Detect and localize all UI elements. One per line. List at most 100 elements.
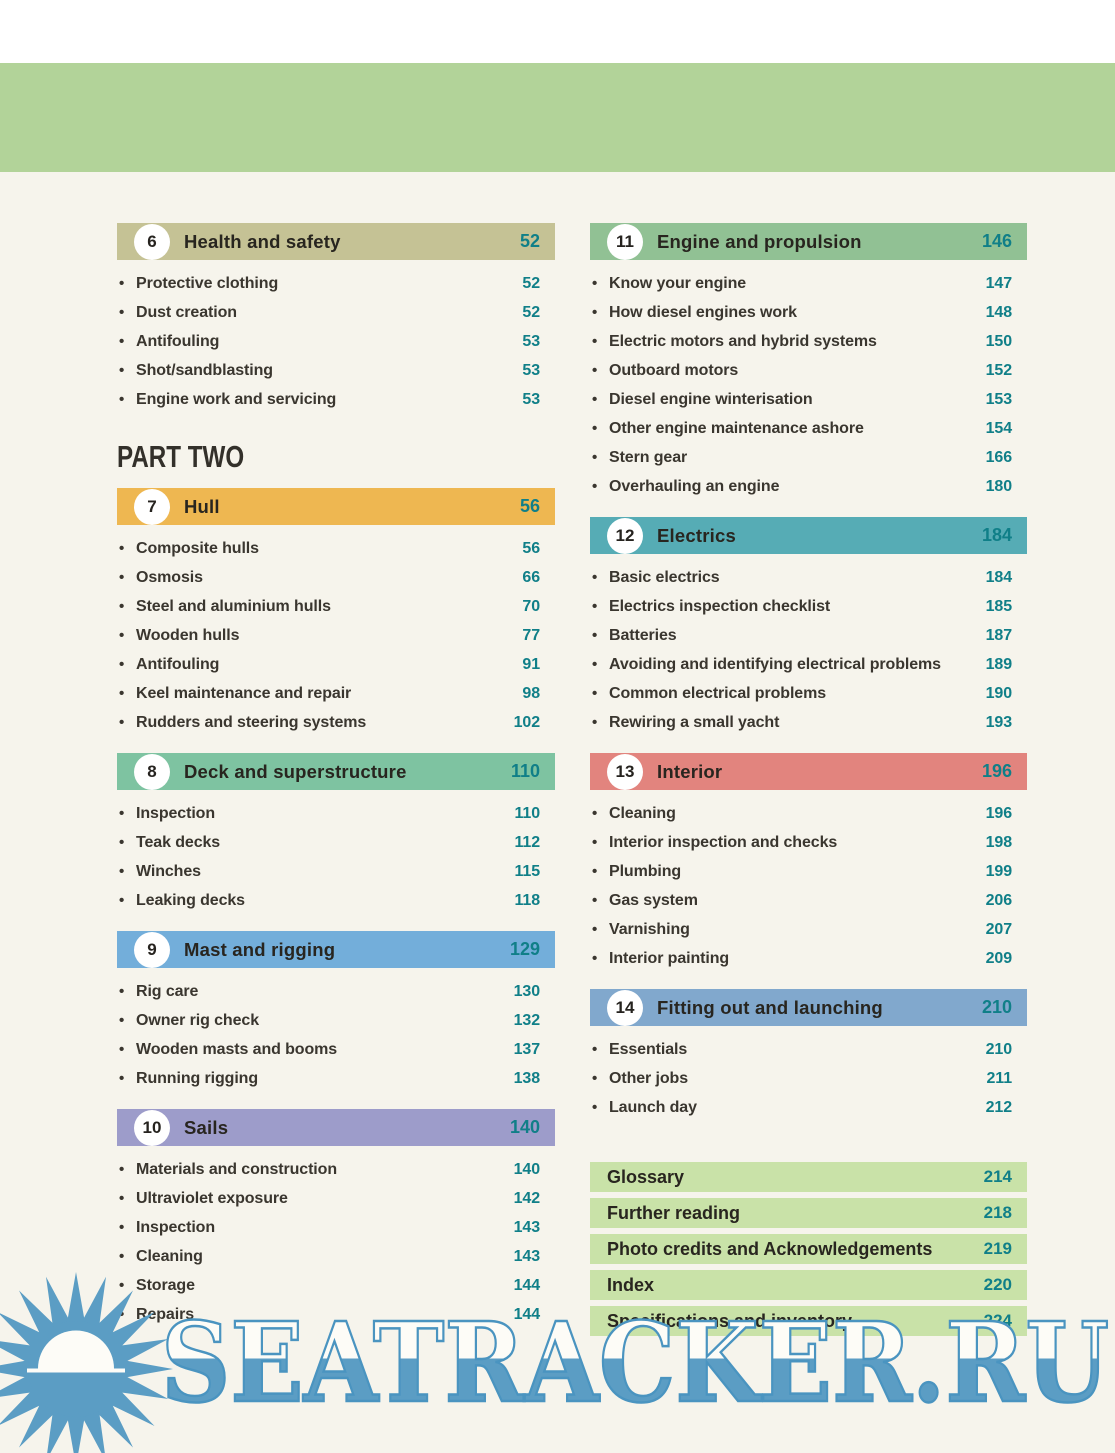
section-title: Electrics	[657, 524, 736, 546]
section-header: 9 Mast and rigging 129	[117, 931, 555, 968]
bullet-icon: •	[119, 805, 125, 822]
toc-column-right: 11 Engine and propulsion 146 • Know your…	[590, 223, 1027, 1336]
bullet-icon: •	[592, 627, 598, 644]
section-header: 6 Health and safety 52	[117, 223, 555, 260]
toc-item-label: Wooden masts and booms	[136, 1040, 338, 1058]
section-items: • Composite hulls 56 • Osmosis 66 • Stee…	[117, 534, 555, 737]
toc-item: • Keel maintenance and repair 98	[119, 679, 540, 708]
section-items: • Inspection 110 • Teak decks 112 • Winc…	[117, 799, 555, 915]
toc-item: • Varnishing 207	[592, 915, 1012, 944]
section-title: Engine and propulsion	[657, 230, 862, 252]
toc-item: • Engine work and servicing 53	[119, 385, 540, 414]
toc-item-label: Wooden hulls	[136, 626, 240, 644]
toc-item-page: 102	[513, 713, 541, 731]
toc-item-page: 184	[985, 568, 1013, 586]
bullet-icon: •	[592, 805, 598, 822]
toc-item: • Electrics inspection checklist 185	[592, 592, 1012, 621]
toc-item-label: Outboard motors	[609, 361, 739, 379]
top-green-band	[0, 63, 1115, 172]
toc-item-page: 140	[513, 1160, 541, 1178]
toc-item-label: Other jobs	[609, 1069, 689, 1087]
section-number-badge: 11	[607, 223, 643, 260]
sun-top-half	[38, 1330, 114, 1369]
toc-item-label: Launch day	[609, 1098, 697, 1116]
toc-item-page: 53	[522, 390, 540, 408]
bullet-icon: •	[119, 569, 125, 586]
section-number-badge: 8	[134, 753, 170, 790]
section-items: • Know your engine 147 • How diesel engi…	[590, 269, 1027, 501]
toc-item: • Osmosis 66	[119, 563, 540, 592]
bullet-icon: •	[119, 540, 125, 557]
toc-item-label: Gas system	[609, 891, 698, 909]
part-heading: PART TWO	[117, 439, 245, 474]
toc-item-page: 150	[985, 332, 1013, 350]
toc-item-page: 112	[514, 833, 540, 851]
toc-item-label: Batteries	[609, 626, 677, 644]
section-header: 10 Sails 140	[117, 1109, 555, 1146]
section-page-number: 129	[509, 939, 540, 959]
toc-item-page: 211	[986, 1069, 1012, 1087]
bullet-icon: •	[119, 304, 125, 321]
toc-item-page: 77	[522, 626, 540, 644]
toc-item-page: 147	[985, 274, 1013, 292]
toc-item: • Repairs 144	[119, 1300, 540, 1329]
toc-item: • Antifouling 53	[119, 327, 540, 356]
toc-item-page: 56	[522, 539, 540, 557]
section-page-number: 146	[981, 231, 1012, 251]
section-number-badge: 14	[607, 989, 643, 1026]
toc-section: 13 Interior 196 • Cleaning 196 • Interio…	[590, 753, 1027, 973]
toc-item: • Other jobs 211	[592, 1064, 1012, 1093]
toc-item: • Diesel engine winterisation 153	[592, 385, 1012, 414]
bullet-icon: •	[592, 685, 598, 702]
toc-item: • Steel and aluminium hulls 70	[119, 592, 540, 621]
toc-item-page: 142	[513, 1189, 541, 1207]
toc-item: • Overhauling an engine 180	[592, 472, 1012, 501]
toc-item-label: Electrics inspection checklist	[609, 597, 831, 615]
bullet-icon: •	[592, 569, 598, 586]
toc-item-page: 199	[985, 862, 1013, 880]
toc-item-label: Cleaning	[609, 804, 676, 822]
bullet-icon: •	[119, 598, 125, 615]
toc-item-label: Cleaning	[136, 1247, 203, 1265]
section-title: Hull	[184, 495, 220, 517]
end-matter-row: Specifications and inventory 224	[590, 1306, 1027, 1336]
bullet-icon: •	[119, 714, 125, 731]
toc-section: 14 Fitting out and launching 210 • Essen…	[590, 989, 1027, 1122]
toc-item-label: Winches	[136, 862, 201, 880]
section-page-number: 210	[981, 997, 1012, 1017]
toc-section: 11 Engine and propulsion 146 • Know your…	[590, 223, 1027, 501]
end-matter-page: 214	[983, 1167, 1012, 1186]
bullet-icon: •	[119, 275, 125, 292]
bullet-icon: •	[592, 304, 598, 321]
toc-item: • Running rigging 138	[119, 1064, 540, 1093]
bullet-icon: •	[592, 656, 598, 673]
toc-item-label: Overhauling an engine	[609, 477, 780, 495]
section-page-number: 184	[981, 525, 1012, 545]
toc-item: • Storage 144	[119, 1271, 540, 1300]
toc-item-page: 98	[522, 684, 540, 702]
toc-item-label: Rig care	[136, 982, 199, 1000]
bullet-icon: •	[592, 362, 598, 379]
toc-item: • Know your engine 147	[592, 269, 1012, 298]
toc-item-label: Avoiding and identifying electrical prob…	[609, 655, 941, 673]
toc-item-label: Ultraviolet exposure	[136, 1189, 288, 1207]
toc-item-page: 187	[985, 626, 1013, 644]
bullet-icon: •	[592, 863, 598, 880]
toc-section: 12 Electrics 184 • Basic electrics 184 •…	[590, 517, 1027, 737]
toc-item-label: Essentials	[609, 1040, 688, 1058]
toc-item: • Rudders and steering systems 102	[119, 708, 540, 737]
toc-item-page: 66	[522, 568, 540, 586]
toc-item-label: Antifouling	[136, 655, 220, 673]
toc-item: • Wooden hulls 77	[119, 621, 540, 650]
toc-item: • Cleaning 196	[592, 799, 1012, 828]
toc-item-label: Rewiring a small yacht	[609, 713, 780, 731]
bullet-icon: •	[592, 714, 598, 731]
end-matter-page: 219	[983, 1239, 1012, 1258]
toc-section: 10 Sails 140 • Materials and constructio…	[117, 1109, 555, 1329]
section-header: 12 Electrics 184	[590, 517, 1027, 554]
toc-item: • Basic electrics 184	[592, 563, 1012, 592]
toc-item-label: Leaking decks	[136, 891, 245, 909]
toc-item: • Interior inspection and checks 198	[592, 828, 1012, 857]
toc-item: • Launch day 212	[592, 1093, 1012, 1122]
toc-item: • Electric motors and hybrid systems 150	[592, 327, 1012, 356]
